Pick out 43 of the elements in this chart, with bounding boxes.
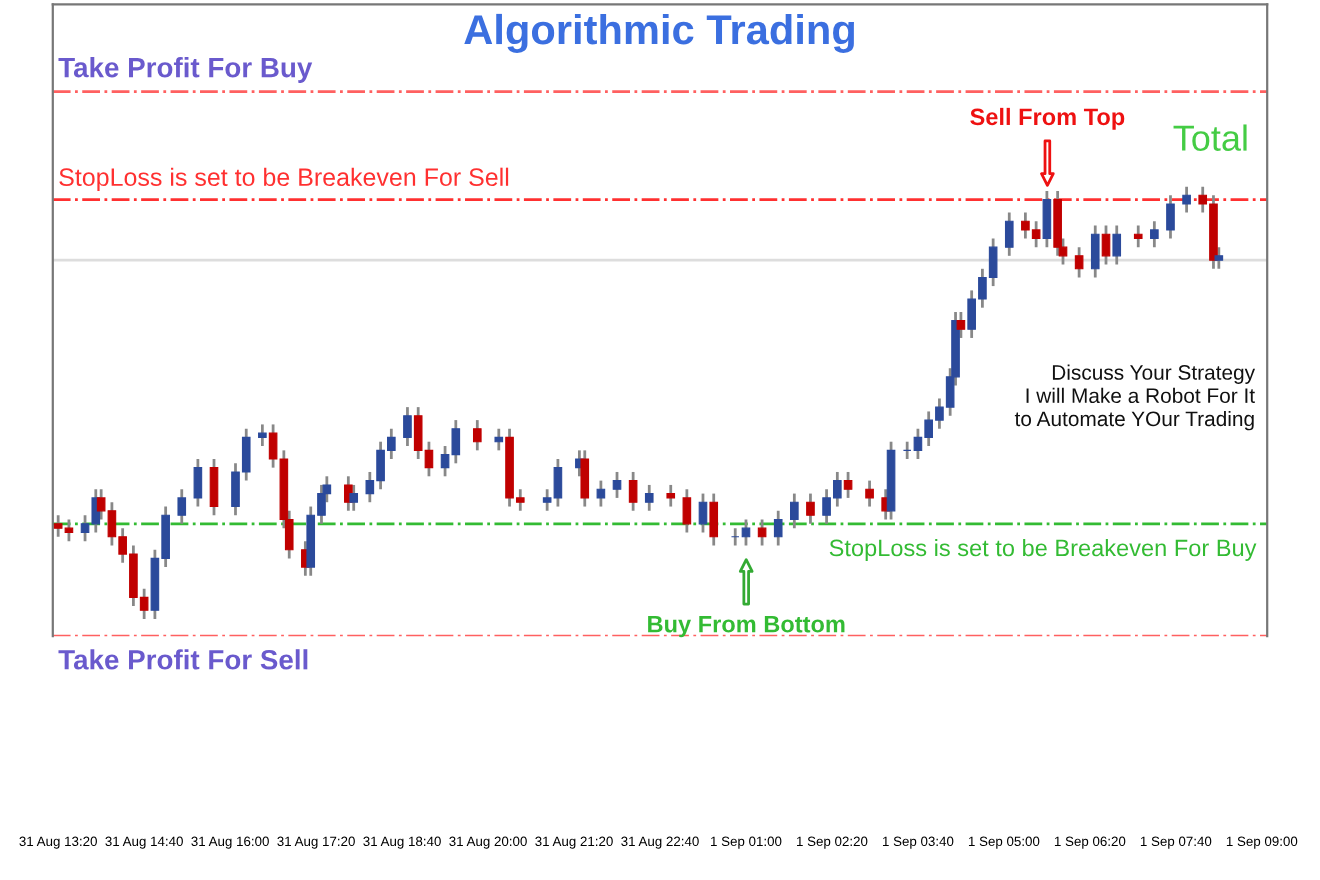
candlestick: [682, 487, 692, 534]
candlestick: [403, 405, 412, 448]
candlestick: [596, 479, 606, 508]
candlestick: [644, 483, 654, 513]
candlestick: [806, 492, 815, 526]
candlestick: [1133, 224, 1143, 249]
candlestick: [494, 427, 504, 452]
candlestick: [790, 492, 799, 530]
ref-line-label: StopLoss is set to be Breakeven For Buy: [829, 538, 1257, 561]
candlestick: [773, 509, 783, 547]
candlestick: [612, 470, 622, 500]
candlestick: [1004, 211, 1014, 258]
candlestick: [349, 483, 359, 513]
ref-line-label: StopLoss is set to be Breakeven For Sell: [59, 167, 509, 191]
candlestick: [193, 457, 203, 508]
candlestick: [843, 470, 853, 500]
candlestick: [1150, 219, 1159, 249]
candlestick: [757, 518, 767, 547]
candlestick: [1101, 224, 1111, 266]
ref-line-label: Take Profit For Sell: [58, 649, 308, 670]
text: Total: [1173, 124, 1247, 151]
candlestick: [580, 448, 590, 508]
candlestick: [709, 492, 719, 547]
candlestick: [1090, 224, 1100, 279]
annotation: Buy From Bottom: [648, 616, 845, 638]
candlestick: [209, 457, 219, 517]
annotation: Discuss Your Strategy I will Make a Robot For It to Automate YOur Trading: [1014, 364, 1256, 431]
candlestick: [1166, 193, 1175, 240]
candlestick: [1042, 189, 1052, 249]
text: Sell From Top: [970, 107, 1125, 130]
chart-title: Algorithmic Trading: [464, 13, 854, 53]
candlestick: [1053, 189, 1062, 258]
candlestick: [177, 487, 187, 526]
candlestick: [1074, 245, 1084, 279]
candlestick: [258, 423, 267, 448]
candlestick: [1182, 185, 1191, 214]
candlestick: [666, 483, 676, 508]
candlestick: [698, 492, 708, 534]
candlestick: [472, 418, 482, 452]
candlestick: [865, 479, 874, 508]
candlestick: [1112, 224, 1122, 266]
ref-line-label: Take Profit For Buy: [58, 57, 313, 83]
candlestick: [628, 470, 638, 513]
